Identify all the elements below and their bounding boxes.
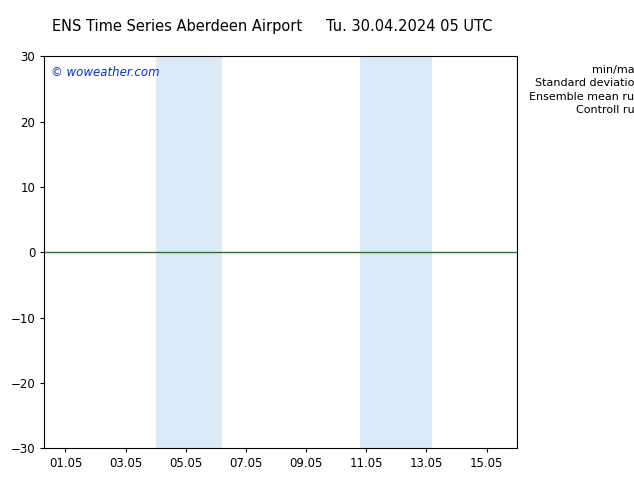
Text: Tu. 30.04.2024 05 UTC: Tu. 30.04.2024 05 UTC [326,20,492,34]
Text: © woweather.com: © woweather.com [51,66,160,79]
Legend: min/max, Standard deviation, Ensemble mean run, Controll run: min/max, Standard deviation, Ensemble me… [527,62,634,118]
Bar [360,56,432,448]
Text: ENS Time Series Aberdeen Airport: ENS Time Series Aberdeen Airport [53,20,302,34]
Bar [156,56,222,448]
